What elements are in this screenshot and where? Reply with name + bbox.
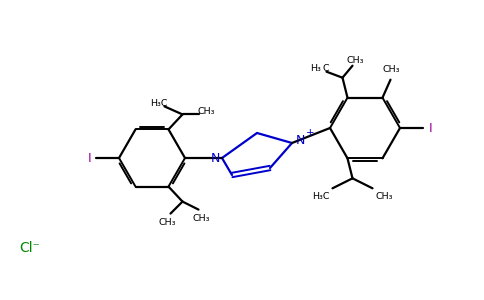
Text: I: I [429, 122, 433, 134]
Text: Cl⁻: Cl⁻ [19, 241, 41, 255]
Text: I: I [88, 152, 92, 164]
Text: C: C [322, 64, 329, 73]
Text: H₃C: H₃C [312, 192, 329, 201]
Text: CH₃: CH₃ [198, 107, 215, 116]
Text: CH₃: CH₃ [383, 65, 400, 74]
Text: N: N [211, 152, 220, 166]
Text: CH₃: CH₃ [159, 218, 176, 227]
Text: H₃: H₃ [310, 64, 321, 73]
Text: CH₃: CH₃ [347, 56, 364, 65]
Text: CH₃: CH₃ [376, 192, 393, 201]
Text: N: N [295, 134, 305, 148]
Text: CH₃: CH₃ [193, 214, 210, 223]
Text: H₃C: H₃C [151, 99, 168, 108]
Text: +: + [306, 128, 314, 138]
